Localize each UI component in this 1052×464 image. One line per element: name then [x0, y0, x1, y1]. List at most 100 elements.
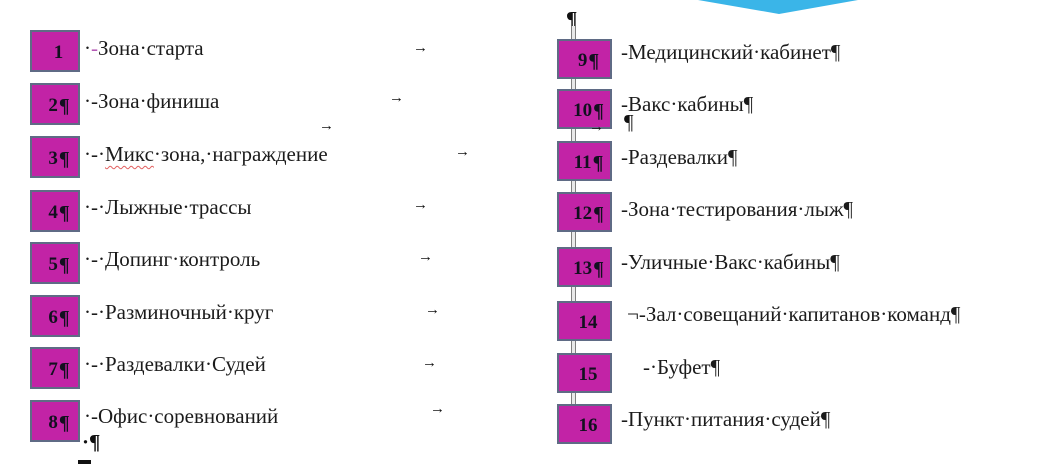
- misspelled-word: Микс: [104, 142, 154, 166]
- square-number: 2: [48, 95, 58, 116]
- legend-square-7[interactable]: 7 ¶: [30, 347, 80, 389]
- square-number: 5: [48, 254, 58, 275]
- legend-label-1[interactable]: ·-Зона·старта: [84, 36, 204, 60]
- legend-square-14[interactable]: 14: [557, 301, 612, 341]
- square-number: 6: [48, 307, 58, 328]
- label-text: Зона·старта: [98, 36, 204, 60]
- pilcrow-mark: ¶: [58, 253, 70, 276]
- label-text: -·Буфет¶: [643, 355, 721, 379]
- label-text: -Зона·тестирования·лыж¶: [621, 197, 854, 221]
- label-text: -Уличные·Вакс·кабины¶: [621, 250, 840, 274]
- label-text: ·-·Лыжные·трассы: [84, 195, 252, 219]
- tab-arrow: →: [413, 197, 428, 213]
- square-number: 11: [573, 152, 592, 173]
- square-number: 12: [573, 203, 593, 224]
- square-number: 4: [48, 202, 58, 223]
- square-number: 16: [578, 415, 598, 436]
- tab-arrow: →: [319, 118, 334, 134]
- pilcrow-mark: ¶: [592, 151, 604, 174]
- legend-label-7[interactable]: ·-·Раздевалки·Судей: [84, 352, 266, 376]
- legend-square-5[interactable]: 5 ¶: [30, 242, 80, 284]
- legend-label-14[interactable]: ¬-Зал·совещаний·капитанов·команд¶: [627, 302, 960, 326]
- legend-square-9[interactable]: 9 ¶: [557, 39, 612, 79]
- legend-label-15[interactable]: -·Буфет¶: [643, 355, 720, 379]
- paragraph-mark: ·¶: [82, 430, 101, 454]
- tab-arrow: →: [422, 355, 437, 371]
- legend-square-1[interactable]: 1: [30, 30, 80, 72]
- legend-square-6[interactable]: 6 ¶: [30, 295, 80, 337]
- label-text: -Раздевалки¶: [621, 145, 738, 169]
- label-text: -Вакс·кабины¶: [621, 92, 754, 116]
- connector-line: [571, 339, 576, 353]
- pilcrow-mark: ¶: [58, 147, 70, 170]
- legend-label-12[interactable]: -Зона·тестирования·лыж¶: [621, 197, 853, 221]
- legend-label-11[interactable]: -Раздевалки¶: [621, 145, 738, 169]
- legend-label-6[interactable]: ·-·Разминочный·круг: [84, 300, 273, 324]
- legend-label-2[interactable]: ·-Зона·финиша: [84, 89, 219, 113]
- legend-label-9[interactable]: -Медицинский·кабинет¶: [621, 40, 840, 64]
- connector-line: [571, 26, 576, 39]
- legend-square-13[interactable]: 13 ¶: [557, 247, 612, 287]
- label-text: ·-·Раздевалки·Судей: [84, 352, 266, 376]
- clipped-text-fragment: [78, 460, 91, 464]
- tab-arrow: →: [589, 119, 604, 135]
- label-text: -Медицинский·кабинет¶: [621, 40, 841, 64]
- tab-arrow: →: [413, 40, 428, 56]
- legend-square-4[interactable]: 4 ¶: [30, 190, 80, 232]
- legend-square-10[interactable]: 10 ¶: [557, 89, 612, 129]
- paragraph-mark: ¶: [566, 7, 578, 31]
- square-number: 13: [573, 258, 593, 279]
- tab-arrow: →: [418, 249, 433, 265]
- tab-arrow: →: [425, 302, 440, 318]
- label-text: ¬-Зал·совещаний·капитанов·команд¶: [627, 302, 961, 326]
- legend-label-10[interactable]: -Вакс·кабины¶: [621, 92, 753, 116]
- tab-arrow: →: [455, 144, 470, 160]
- down-chevron-shape[interactable]: [698, 0, 858, 14]
- legend-label-5[interactable]: ·-·Допинг·контроль: [84, 247, 260, 271]
- connector-line: [571, 181, 576, 192]
- tab-arrow: →: [430, 401, 445, 417]
- square-number: 14: [578, 312, 598, 333]
- square-number: 1: [53, 42, 64, 63]
- label-text: ·зона,·награждение: [153, 142, 328, 166]
- label-text: ·-·Разминочный·круг: [84, 300, 274, 324]
- connector-line: [571, 128, 576, 141]
- legend-square-2[interactable]: 2 ¶: [30, 83, 80, 125]
- pilcrow-mark: ¶: [58, 201, 70, 224]
- pilcrow-mark: ¶: [58, 306, 70, 329]
- legend-label-13[interactable]: -Уличные·Вакс·кабины¶: [621, 250, 840, 274]
- connector-line: [571, 79, 576, 89]
- square-number: 10: [573, 100, 593, 121]
- legend-square-16[interactable]: 16: [557, 404, 612, 444]
- pilcrow-mark: ¶: [58, 358, 70, 381]
- label-text: -Пункт·питания·судей¶: [621, 407, 831, 431]
- pilcrow-mark: ¶: [593, 202, 604, 225]
- legend-square-12[interactable]: 12 ¶: [557, 192, 612, 232]
- connector-line: [571, 391, 576, 404]
- legend-label-16[interactable]: -Пункт·питания·судей¶: [621, 407, 830, 431]
- connector-line: [571, 287, 576, 301]
- legend-square-8[interactable]: 8 ¶: [30, 400, 80, 442]
- pilcrow-mark: ¶: [58, 94, 70, 117]
- legend-label-3[interactable]: ·-·Микс·зона,·награждение: [84, 142, 328, 166]
- pilcrow-mark: ¶: [58, 411, 70, 434]
- legend-square-3[interactable]: 3 ¶: [30, 136, 80, 178]
- space-mark: ·: [84, 36, 91, 60]
- square-number: 3: [48, 148, 58, 169]
- legend-label-4[interactable]: ·-·Лыжные·трассы: [84, 195, 252, 219]
- connector-line: [571, 232, 576, 247]
- legend-square-11[interactable]: 11 ¶: [557, 141, 612, 181]
- square-number: 7: [48, 359, 58, 380]
- label-text: ·-Офис·соревнований: [84, 404, 279, 428]
- legend-label-8[interactable]: ·-Офис·соревнований: [84, 404, 278, 428]
- space-mark: ·-·: [84, 142, 105, 166]
- tab-arrow: →: [389, 90, 404, 106]
- square-number: 9: [577, 50, 588, 71]
- square-number: 8: [48, 412, 58, 433]
- hyphen-mark: -: [91, 36, 98, 60]
- label-text: ·-·Допинг·контроль: [84, 247, 261, 271]
- legend-square-15[interactable]: 15: [557, 353, 612, 393]
- label-text: ·-Зона·финиша: [84, 89, 220, 113]
- square-number: 15: [578, 364, 598, 385]
